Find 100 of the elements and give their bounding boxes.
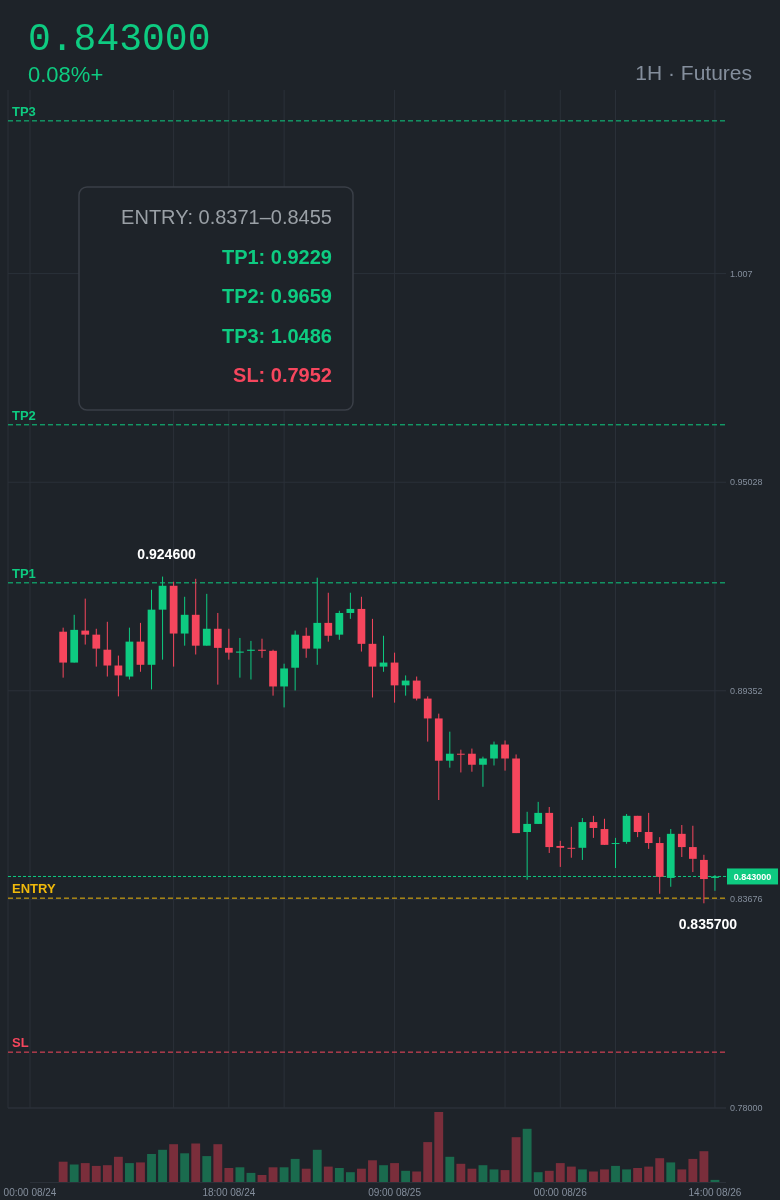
bar bbox=[478, 1165, 488, 1182]
candlestick bbox=[213, 612, 222, 686]
candlestick bbox=[224, 628, 233, 661]
bar bbox=[555, 1163, 565, 1182]
ref-line-label: 0.843000 bbox=[733, 871, 772, 882]
bar bbox=[357, 1168, 366, 1182]
bar bbox=[511, 1137, 521, 1182]
bar bbox=[213, 1144, 223, 1182]
bar bbox=[368, 1160, 377, 1182]
bar bbox=[202, 1156, 212, 1182]
candlestick bbox=[412, 676, 421, 701]
candlestick bbox=[379, 635, 388, 673]
bar bbox=[246, 1172, 256, 1182]
x-tick-label: 14:00 08/26 bbox=[688, 1187, 742, 1198]
bar bbox=[191, 1143, 201, 1182]
bar bbox=[290, 1158, 300, 1182]
bar bbox=[268, 1167, 278, 1182]
bar bbox=[677, 1169, 687, 1182]
text: 1H · Futures bbox=[635, 61, 752, 84]
bar bbox=[312, 1149, 322, 1182]
candlestick bbox=[103, 621, 112, 678]
candlestick bbox=[644, 812, 653, 850]
candlestick bbox=[92, 628, 101, 668]
annotation: TP3: 1.0486 bbox=[221, 324, 332, 347]
candlestick bbox=[180, 596, 189, 647]
candlestick bbox=[445, 731, 454, 769]
bar bbox=[434, 1112, 444, 1182]
bar bbox=[445, 1156, 455, 1182]
bar bbox=[334, 1168, 344, 1182]
ref-line-label: TP3 bbox=[12, 103, 36, 119]
x-tick-label: 09:00 08/25 bbox=[368, 1187, 422, 1198]
bar bbox=[125, 1163, 134, 1182]
annotation: ENTRY: 0.8371–0.8455 bbox=[121, 206, 332, 228]
bar bbox=[522, 1128, 532, 1182]
bar bbox=[345, 1172, 355, 1182]
bar bbox=[589, 1171, 598, 1182]
ref-line-label: TP2 bbox=[12, 407, 36, 423]
bar bbox=[500, 1170, 510, 1182]
annotation: SL: 0.7952 bbox=[233, 364, 332, 386]
candlestick bbox=[600, 818, 609, 846]
ref-line-label: SL bbox=[12, 1035, 29, 1051]
bar bbox=[390, 1163, 399, 1182]
bar bbox=[622, 1169, 631, 1182]
candlestick bbox=[423, 695, 432, 743]
bar bbox=[699, 1151, 709, 1182]
bar bbox=[180, 1153, 190, 1182]
bar bbox=[80, 1163, 90, 1182]
bar bbox=[257, 1175, 267, 1182]
annotation: TP2: 0.9659 bbox=[221, 285, 332, 307]
candlestick bbox=[567, 826, 576, 859]
y-tick-label: 1.007 bbox=[730, 268, 753, 279]
candlestick bbox=[324, 592, 333, 643]
bar bbox=[224, 1168, 234, 1182]
candlestick bbox=[501, 739, 509, 772]
bar bbox=[401, 1170, 411, 1182]
bar bbox=[467, 1168, 477, 1182]
y-tick-label: 0.89352 bbox=[730, 685, 763, 696]
candlestick bbox=[335, 610, 344, 641]
candlestick bbox=[490, 741, 498, 766]
bar bbox=[600, 1169, 609, 1182]
candlestick bbox=[700, 854, 708, 904]
bar bbox=[577, 1169, 587, 1182]
bar bbox=[423, 1142, 433, 1182]
ref-line-label: TP1 bbox=[12, 565, 36, 581]
bar bbox=[644, 1166, 654, 1182]
bar bbox=[279, 1167, 289, 1182]
bar bbox=[533, 1172, 543, 1182]
bar bbox=[544, 1170, 554, 1182]
chart-subtitle: 0.08%+ bbox=[28, 62, 104, 87]
bar bbox=[456, 1163, 466, 1182]
y-tick-label: 0.95028 bbox=[730, 477, 763, 488]
bar bbox=[91, 1165, 101, 1182]
bar bbox=[323, 1166, 333, 1182]
candlestick bbox=[468, 748, 476, 773]
bar bbox=[136, 1162, 145, 1182]
bar bbox=[666, 1162, 676, 1182]
candlestick bbox=[589, 815, 598, 839]
bar bbox=[58, 1161, 68, 1182]
candlestick bbox=[302, 627, 311, 659]
bar bbox=[489, 1169, 499, 1182]
bar bbox=[566, 1166, 576, 1182]
x-tick-label: 00:00 08/26 bbox=[533, 1187, 588, 1198]
candlestick bbox=[280, 663, 288, 708]
bar bbox=[655, 1158, 665, 1182]
bar bbox=[158, 1149, 167, 1182]
annotation: 0.924600 bbox=[137, 545, 196, 562]
bar bbox=[611, 1165, 620, 1182]
candlestick bbox=[346, 592, 355, 620]
bar bbox=[688, 1158, 698, 1182]
bar bbox=[235, 1167, 245, 1182]
bar bbox=[102, 1165, 112, 1182]
chart-title: 0.843000 bbox=[28, 18, 211, 61]
candlestick bbox=[479, 756, 487, 788]
bar bbox=[412, 1171, 422, 1182]
annotation: TP1: 0.9229 bbox=[221, 245, 332, 268]
bar bbox=[69, 1164, 79, 1182]
bar bbox=[633, 1168, 643, 1182]
candlestick bbox=[202, 593, 211, 647]
bar bbox=[113, 1156, 123, 1182]
candlestick bbox=[456, 749, 465, 773]
